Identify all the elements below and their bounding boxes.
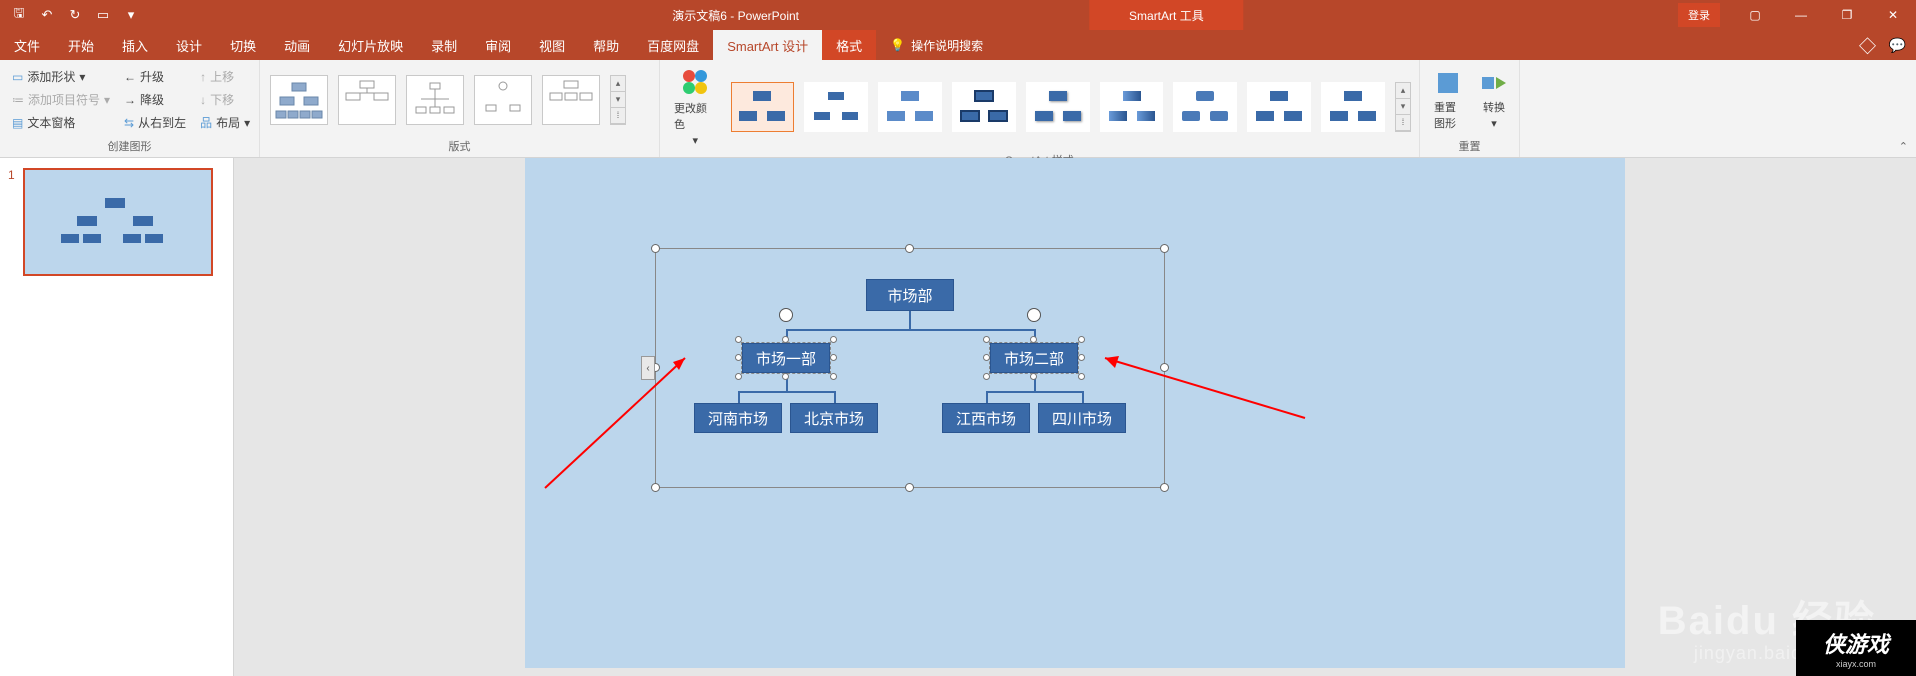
tell-me-search[interactable]: 💡 操作说明搜索 [876,30,997,60]
rotate-handle-icon[interactable]: ⟳ [1027,308,1041,322]
slide-thumbnail-1[interactable]: 1 [8,168,225,276]
org-node-l3d[interactable]: 四川市场 [1038,403,1126,433]
tab-review[interactable]: 审阅 [471,30,525,60]
slide-canvas[interactable]: ‹ 市场部 [525,158,1625,668]
style-option-4[interactable] [952,82,1016,132]
contextual-tools-title: SmartArt 工具 [1089,0,1244,30]
workspace: 1 ‹ [0,158,1916,676]
tab-design[interactable]: 设计 [162,30,216,60]
layout-option-4[interactable] [474,75,532,125]
style-option-8[interactable] [1247,82,1311,132]
tab-smartart-design[interactable]: SmartArt 设计 [713,30,822,60]
ribbon-tabs: 文件 开始 插入 设计 切换 动画 幻灯片放映 录制 审阅 视图 帮助 百度网盘… [0,30,1916,60]
group-create-graphic: ▭添加形状 ▾ ≔添加项目符号 ▾ ▤文本窗格 ← 升级 → 降级 ⇆ 从右到左… [0,60,260,157]
redo-icon[interactable]: ↻ [62,2,88,28]
tab-format[interactable]: 格式 [822,30,876,60]
style-option-7[interactable] [1173,82,1237,132]
smartart-selection-frame[interactable]: ‹ 市场部 [655,248,1165,488]
org-node-l3c[interactable]: 江西市场 [942,403,1030,433]
style-option-6[interactable] [1100,82,1164,132]
style-option-1[interactable] [731,82,795,132]
undo-icon[interactable]: ↶ [34,2,60,28]
layout-option-3[interactable] [406,75,464,125]
rtl-button[interactable]: ⇆ 从右到左 [120,112,190,133]
slide-number: 1 [8,168,15,276]
org-node-label: 市场二部 [1004,348,1064,369]
close-icon[interactable]: ✕ [1870,0,1916,30]
slide-thumbnail-panel: 1 [0,158,234,676]
move-down-button[interactable]: ↓ 下移 [196,89,254,110]
save-icon[interactable]: 🖫 [6,2,32,28]
document-title: 演示文稿6 - PowerPoint [672,7,799,24]
tab-file[interactable]: 文件 [0,30,54,60]
comments-icon[interactable]: 💬 [1889,37,1906,54]
move-up-button[interactable]: ↑ 上移 [196,66,254,87]
demote-button[interactable]: → 降级 [120,89,190,110]
change-colors-button[interactable]: 更改颜色 ▾ [668,64,723,149]
ribbon-display-icon[interactable]: ▢ [1732,0,1778,30]
group-label-create: 创建图形 [8,135,251,157]
org-node-l3b[interactable]: 北京市场 [790,403,878,433]
group-label-layouts: 版式 [268,135,651,157]
textpane-toggle-icon[interactable]: ‹ [641,356,655,380]
restore-icon[interactable]: ❐ [1824,0,1870,30]
org-node-l3a[interactable]: 河南市场 [694,403,782,433]
styles-scroll[interactable]: ▴▾⁞ [1395,82,1411,132]
tab-view[interactable]: 视图 [525,30,579,60]
qat-more-icon[interactable]: ▾ [118,2,144,28]
start-from-beginning-icon[interactable]: ▭ [90,2,116,28]
convert-button[interactable]: 转换 ▾ [1474,64,1514,135]
org-node-root[interactable]: 市场部 [866,279,954,311]
style-option-2[interactable] [804,82,868,132]
quick-access-toolbar: 🖫 ↶ ↻ ▭ ▾ [0,2,150,28]
promote-button[interactable]: ← 升级 [120,66,190,87]
tab-baidu[interactable]: 百度网盘 [633,30,713,60]
group-reset: 重置图形 转换 ▾ 重置 [1420,60,1520,157]
org-node-l2a[interactable]: 市场一部 ⟳ [742,343,830,373]
title-bar: 🖫 ↶ ↻ ▭ ▾ 演示文稿6 - PowerPoint SmartArt 工具… [0,0,1916,30]
style-option-9[interactable] [1321,82,1385,132]
tab-home[interactable]: 开始 [54,30,108,60]
group-label-reset: 重置 [1428,135,1511,157]
tab-animations[interactable]: 动画 [270,30,324,60]
layout-option-2[interactable] [338,75,396,125]
corner-logo-sub: xiayx.com [1836,659,1876,669]
group-styles: 更改颜色 ▾ ▴▾⁞ SmartArt 样式 [660,60,1420,157]
minimize-icon[interactable]: — [1778,0,1824,30]
corner-logo: 侠游戏 xiayx.com [1796,620,1916,676]
collapse-ribbon-icon[interactable]: ⌃ [1899,140,1908,153]
layouts-scroll[interactable]: ▴▾⁞ [610,75,626,125]
layout-option-5[interactable] [542,75,600,125]
corner-logo-text: 侠游戏 [1823,627,1889,659]
tab-help[interactable]: 帮助 [579,30,633,60]
ribbon: ▭添加形状 ▾ ≔添加项目符号 ▾ ▤文本窗格 ← 升级 → 降级 ⇆ 从右到左… [0,60,1916,158]
tab-slideshow[interactable]: 幻灯片放映 [324,30,417,60]
style-option-5[interactable] [1026,82,1090,132]
tab-transitions[interactable]: 切换 [216,30,270,60]
slide-editor[interactable]: ‹ 市场部 [234,158,1916,676]
rotate-handle-icon[interactable]: ⟳ [779,308,793,322]
org-node-label: 市场一部 [756,348,816,369]
lightbulb-icon: 💡 [890,38,905,52]
style-option-3[interactable] [878,82,942,132]
login-button[interactable]: 登录 [1678,3,1720,27]
org-chart: 市场部 市场一部 ⟳ 市场二部 ⟳ [656,249,1164,487]
add-bullet-button[interactable]: ≔添加项目符号 ▾ [8,89,114,110]
org-node-l2b[interactable]: 市场二部 ⟳ [990,343,1078,373]
add-shape-button[interactable]: ▭添加形状 ▾ [8,66,114,87]
slide-thumb-canvas [23,168,213,276]
tab-insert[interactable]: 插入 [108,30,162,60]
tell-me-label: 操作说明搜索 [911,37,983,54]
text-pane-button[interactable]: ▤文本窗格 [8,112,114,133]
layout-option-1[interactable] [270,75,328,125]
reset-graphic-button[interactable]: 重置图形 [1428,64,1468,135]
layout-button[interactable]: 品 布局 ▾ [196,112,254,133]
group-layouts: ▴▾⁞ 版式 [260,60,660,157]
tab-record[interactable]: 录制 [417,30,471,60]
